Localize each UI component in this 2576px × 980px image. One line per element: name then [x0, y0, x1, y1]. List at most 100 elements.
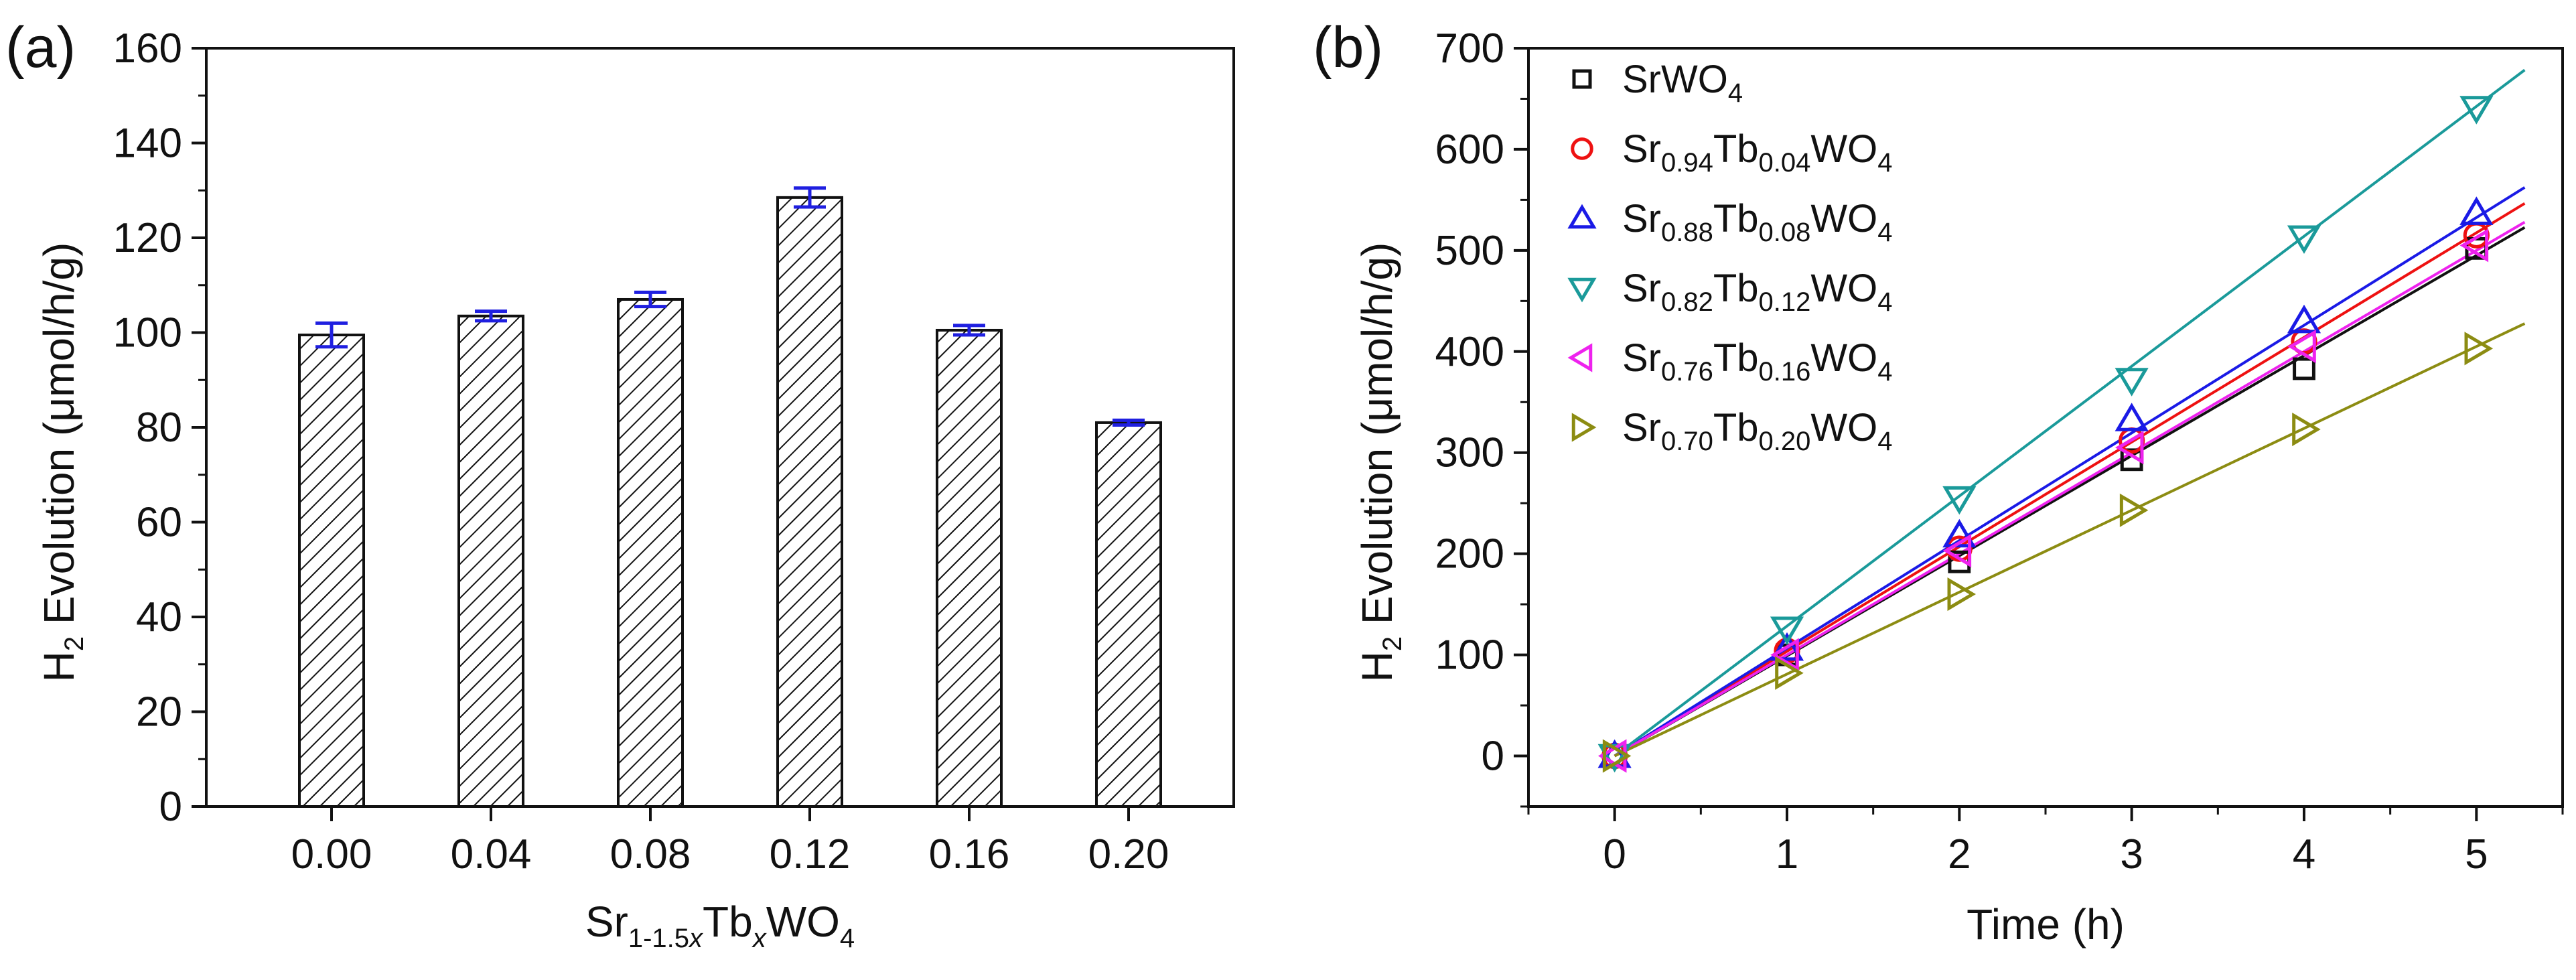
- panel-b-markers: [1597, 96, 2494, 773]
- data-point: [1770, 632, 1804, 661]
- data-point: [1567, 204, 1597, 229]
- legend-label: Sr0.94Tb0.04WO4: [1622, 127, 1893, 178]
- panel-a-y-axis-title: H2 Evolution (μmol/h/g): [35, 242, 89, 683]
- data-point: [2287, 225, 2321, 254]
- error-bar: [794, 186, 826, 209]
- data-point: [1942, 486, 1977, 515]
- x-tick-label: 1: [1776, 831, 1798, 878]
- b-y-title-main: H: [1353, 651, 1401, 682]
- error-bar: [953, 324, 985, 337]
- data-point: [2115, 368, 2149, 397]
- y-tick-label: 140: [113, 121, 182, 167]
- legend-entry: Sr0.88Tb0.08WO4: [1567, 197, 1893, 247]
- y-tick-label: 160: [113, 25, 182, 72]
- x-title-s1-italic: x: [688, 924, 704, 953]
- fit-line: [1614, 322, 2526, 758]
- legend-entry: SrWO4: [1572, 58, 1743, 108]
- panel-b-legend: SrWO4 Sr0.94Tb0.04WO4 Sr0.88Tb0.08WO4 Sr0.8…: [1567, 58, 1893, 456]
- data-point: [2459, 196, 2494, 225]
- y-tick-label: 200: [1435, 531, 1504, 577]
- panel-a-x-axis: 0.00 0.04 0.08 0.12 0.16 0.20: [291, 807, 1169, 878]
- fit-line: [1614, 220, 2526, 758]
- data-point: [1572, 69, 1592, 89]
- data-point: [2292, 412, 2321, 447]
- y-tick-label: 60: [136, 500, 182, 546]
- fit-line: [1614, 68, 2526, 758]
- x-title-s3: 4: [840, 924, 855, 953]
- y-tick-label: 40: [136, 594, 182, 640]
- bar: [457, 314, 524, 808]
- bar: [617, 297, 684, 809]
- error-bar: [315, 321, 348, 349]
- error-bar: [475, 309, 507, 323]
- b-y-title-sub: 2: [1378, 636, 1407, 651]
- panel-b-label: (b): [1313, 15, 1383, 80]
- data-point: [2115, 403, 2149, 431]
- error-bar: [634, 290, 666, 309]
- panel-a-label: (a): [5, 15, 76, 80]
- data-point: [1597, 744, 1632, 773]
- legend-label: SrWO4: [1622, 58, 1743, 108]
- y-tick-label: 100: [113, 310, 182, 356]
- panel-b-x-axis: 0 1 2 3 4 5: [1527, 807, 2564, 878]
- panel-a-error-bars: [315, 186, 1145, 427]
- data-point: [1942, 534, 1972, 568]
- panel-b-y-axis-title: H2 Evolution (μmol/h/g): [1353, 242, 1407, 683]
- y-title-sub: 2: [60, 636, 89, 651]
- y-title-rest: Evolution (μmol/h/g): [35, 242, 83, 636]
- x-tick-label: 0: [1603, 831, 1626, 878]
- y-tick-label: 120: [113, 215, 182, 261]
- data-point: [2119, 493, 2149, 527]
- x-tick-label: 0.20: [1088, 831, 1169, 878]
- legend-label: Sr0.70Tb0.20WO4: [1622, 406, 1893, 456]
- panel-b-y-axis: 0 100 200 300 400 500 600 700: [1435, 25, 1528, 808]
- bar: [1095, 421, 1162, 808]
- x-tick-label: 0.12: [770, 831, 851, 878]
- data-point: [2293, 357, 2315, 380]
- x-tick-label: 0.04: [451, 831, 532, 878]
- y-tick-label: 600: [1435, 127, 1504, 173]
- data-point: [2459, 228, 2489, 263]
- y-title-main: H: [35, 651, 83, 682]
- y-tick-label: 80: [136, 405, 182, 451]
- y-tick-label: 700: [1435, 25, 1504, 72]
- data-point: [1567, 277, 1597, 303]
- y-tick-label: 20: [136, 689, 182, 736]
- panel-a-bars: [298, 196, 1162, 809]
- y-tick-label: 400: [1435, 329, 1504, 375]
- bar: [776, 196, 843, 808]
- data-point: [2287, 330, 2316, 364]
- x-title-p1: Sr: [585, 898, 628, 946]
- fit-line: [1614, 202, 2526, 758]
- error-bar: [1113, 418, 1145, 427]
- panel-a-y-axis: 0 20 40 60 80 100 120 140 160: [113, 25, 206, 830]
- legend-entry: Sr0.82Tb0.12WO4: [1567, 267, 1893, 317]
- legend-entry: Sr0.76Tb0.16WO4: [1567, 336, 1893, 387]
- panel-b-fit-lines: [1614, 68, 2526, 758]
- data-point: [1947, 577, 1977, 612]
- bar: [298, 334, 365, 809]
- x-tick-label: 4: [2293, 831, 2315, 878]
- y-tick-label: 0: [159, 784, 182, 830]
- x-title-s1: 1-1.5: [628, 924, 689, 953]
- data-point: [1571, 413, 1597, 442]
- y-tick-label: 100: [1435, 632, 1504, 679]
- panel-b-x-axis-title: Time (h): [1966, 900, 2125, 949]
- data-point: [1770, 616, 1804, 646]
- x-tick-label: 0.16: [929, 831, 1010, 878]
- x-tick-label: 0.00: [291, 831, 372, 878]
- legend-label: Sr0.88Tb0.08WO4: [1622, 197, 1893, 247]
- data-point: [1775, 656, 1804, 690]
- y-tick-label: 0: [1482, 733, 1504, 780]
- data-point: [1567, 343, 1593, 372]
- data-point: [1770, 638, 1799, 672]
- legend-entry: Sr0.70Tb0.20WO4: [1571, 406, 1893, 456]
- data-point: [1571, 137, 1593, 160]
- data-point: [2464, 332, 2494, 366]
- x-tick-label: 3: [2120, 831, 2143, 878]
- data-point: [1602, 739, 1632, 773]
- data-point: [2287, 304, 2321, 334]
